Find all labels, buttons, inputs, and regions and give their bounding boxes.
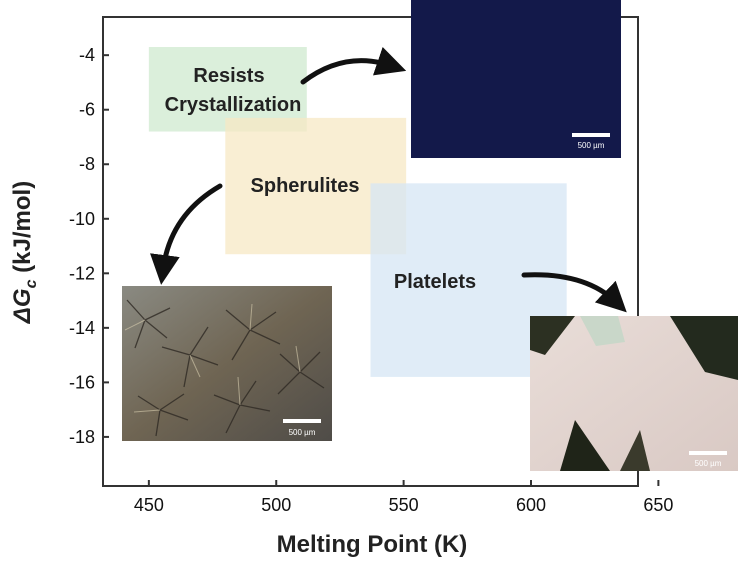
y-axis-title-main: ΔG [9,288,36,324]
scale-bar-label: 500 µm [289,428,316,437]
region-label-resists: Resists [193,65,264,87]
y-tick-label: -12 [69,263,95,283]
y-axis-title: ΔGc (kJ/mol) [9,181,40,324]
x-tick-label: 650 [643,495,673,515]
ticks-layer: 450 500 550 600 650 -4 -6 -8 -10 -12 -14 -16 -18 [69,45,673,515]
region-box-resists-crystallization [148,46,307,132]
scale-bar [572,133,610,137]
y-tick-label: -6 [79,100,95,120]
y-tick-label: -14 [69,318,95,338]
resists-crystallization-micrograph: 500 µm [411,0,621,158]
arrow-to-platelets-micrograph [521,272,627,313]
scale-bar [283,419,321,423]
x-axis-title: Melting Point (K) [277,531,468,558]
y-tick-label: -18 [69,427,95,447]
plot-frame [102,16,639,487]
y-tick-label: -8 [79,154,95,174]
platelets-micrograph: 500 µm [530,316,738,471]
scale-bar-label: 500 µm [578,141,605,150]
x-tick-label: 500 [261,495,291,515]
arrow-to-dark-micrograph [300,46,407,85]
scale-bar-label: 500 µm [695,459,722,468]
region-label-platelets: Platelets [394,271,476,293]
y-tick-label: -10 [69,209,95,229]
y-axis-title-unit: (kJ/mol) [9,181,36,280]
region-label-crystallization: Crystallization [165,94,302,116]
y-tick-label: -16 [69,372,95,392]
spherulites-micrograph: 500 µm [122,286,332,441]
x-tick-label: 450 [134,495,164,515]
x-tick-label: 600 [516,495,546,515]
y-tick-label: -4 [79,45,95,65]
scale-bar [689,451,727,455]
y-axis-title-subscript: c [23,279,40,288]
arrow-to-spherulites-micrograph [150,183,223,285]
region-label-spherulites: Spherulites [251,175,360,197]
x-tick-label: 550 [389,495,419,515]
